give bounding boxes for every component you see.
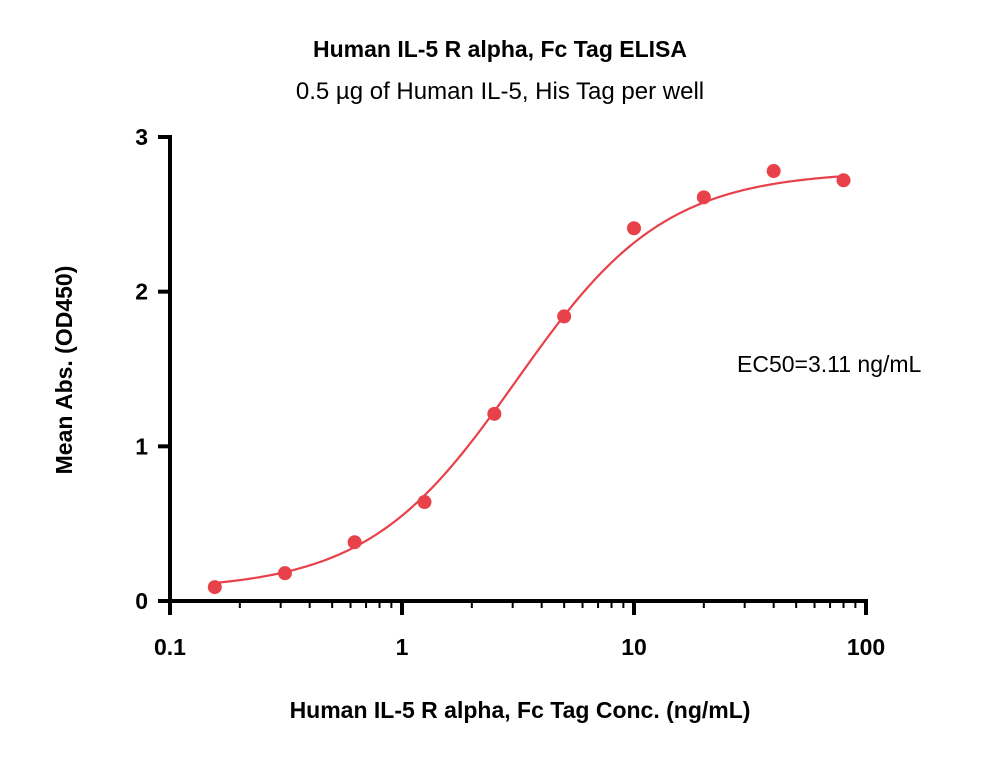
y-tick-label: 3 [135,124,148,150]
y-axis-title: Mean Abs. (OD450) [51,266,77,475]
chart-subtitle: 0.5 µg of Human IL-5, His Tag per well [295,78,705,105]
data-point [417,495,432,510]
data-point [836,173,851,188]
y-tick-label: 1 [135,433,148,459]
data-point [766,164,781,179]
data-point [557,309,572,324]
data-point [487,406,502,421]
data-point [347,535,362,550]
data-point [627,221,641,236]
fit-curve [214,175,844,585]
x-tick-label: 0.1 [154,634,186,660]
x-tick-label: 100 [847,634,885,660]
data-point [207,580,222,595]
data-point [277,566,292,581]
data-points [207,164,851,595]
x-tick-label: 1 [396,634,409,660]
ticks: 0 1 2 3 0.1 1 10 100 [135,124,885,660]
x-axis-title: Human IL-5 R alpha, Fc Tag Conc. (ng/mL) [290,697,751,723]
y-tick-label: 0 [135,588,148,614]
y-tick-label: 2 [135,279,148,305]
ec50-annotation: EC50=3.11 ng/mL [737,351,922,377]
axes [168,135,868,603]
data-point [696,190,711,205]
x-tick-label: 10 [621,634,647,660]
chart-title: Human IL-5 R alpha, Fc Tag ELISA [312,36,687,62]
